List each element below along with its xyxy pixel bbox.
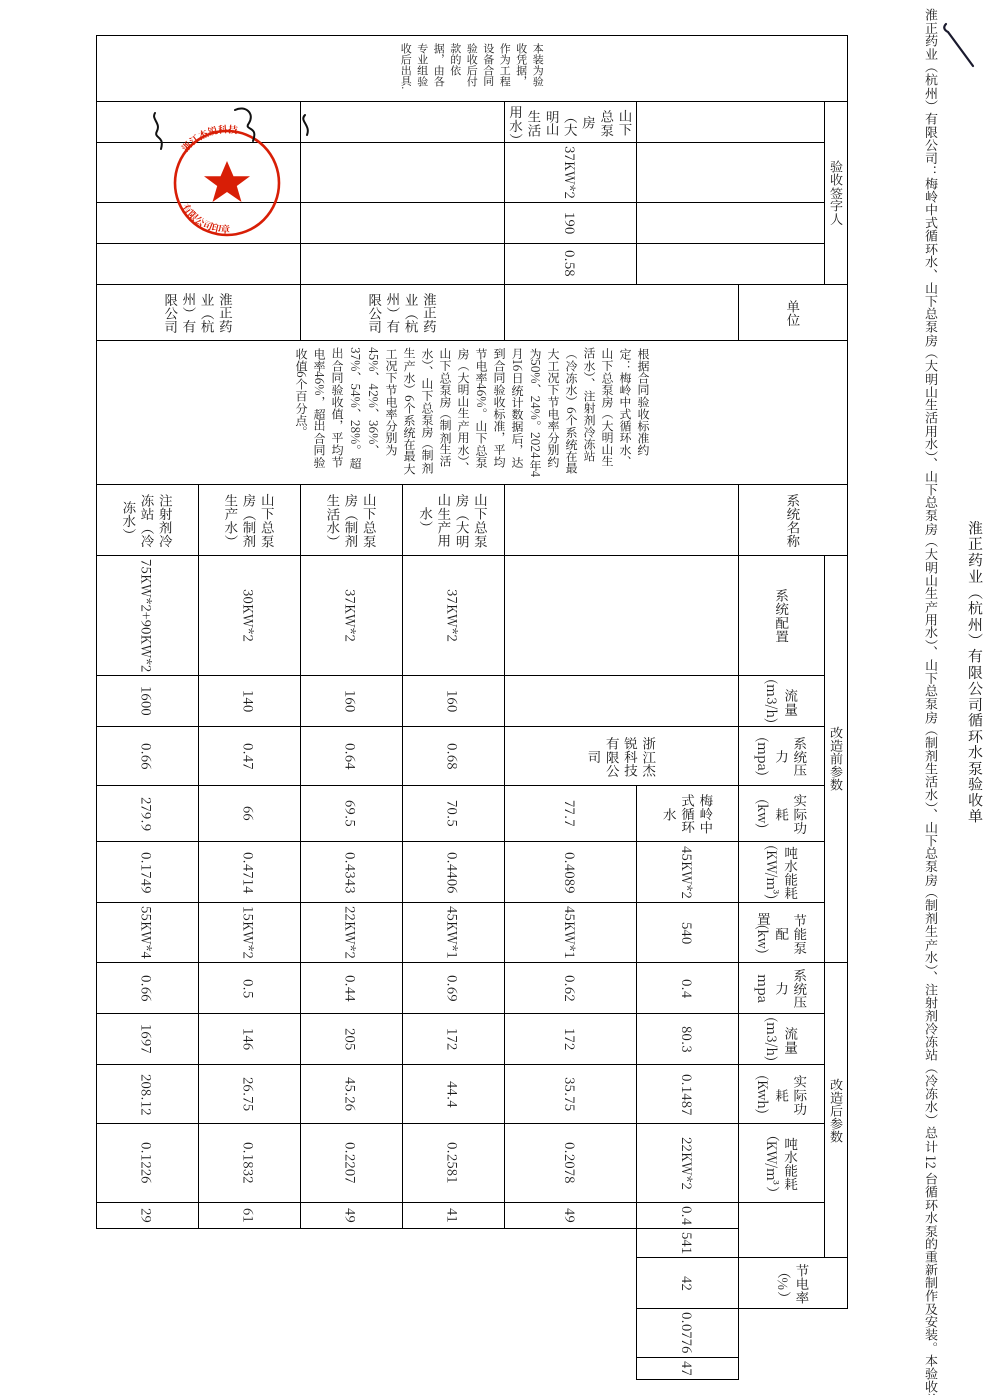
svg-text:有限公司印章: 有限公司印章 — [179, 200, 230, 235]
svg-text:浙江杰锐科技: 浙江杰锐科技 — [178, 121, 239, 154]
